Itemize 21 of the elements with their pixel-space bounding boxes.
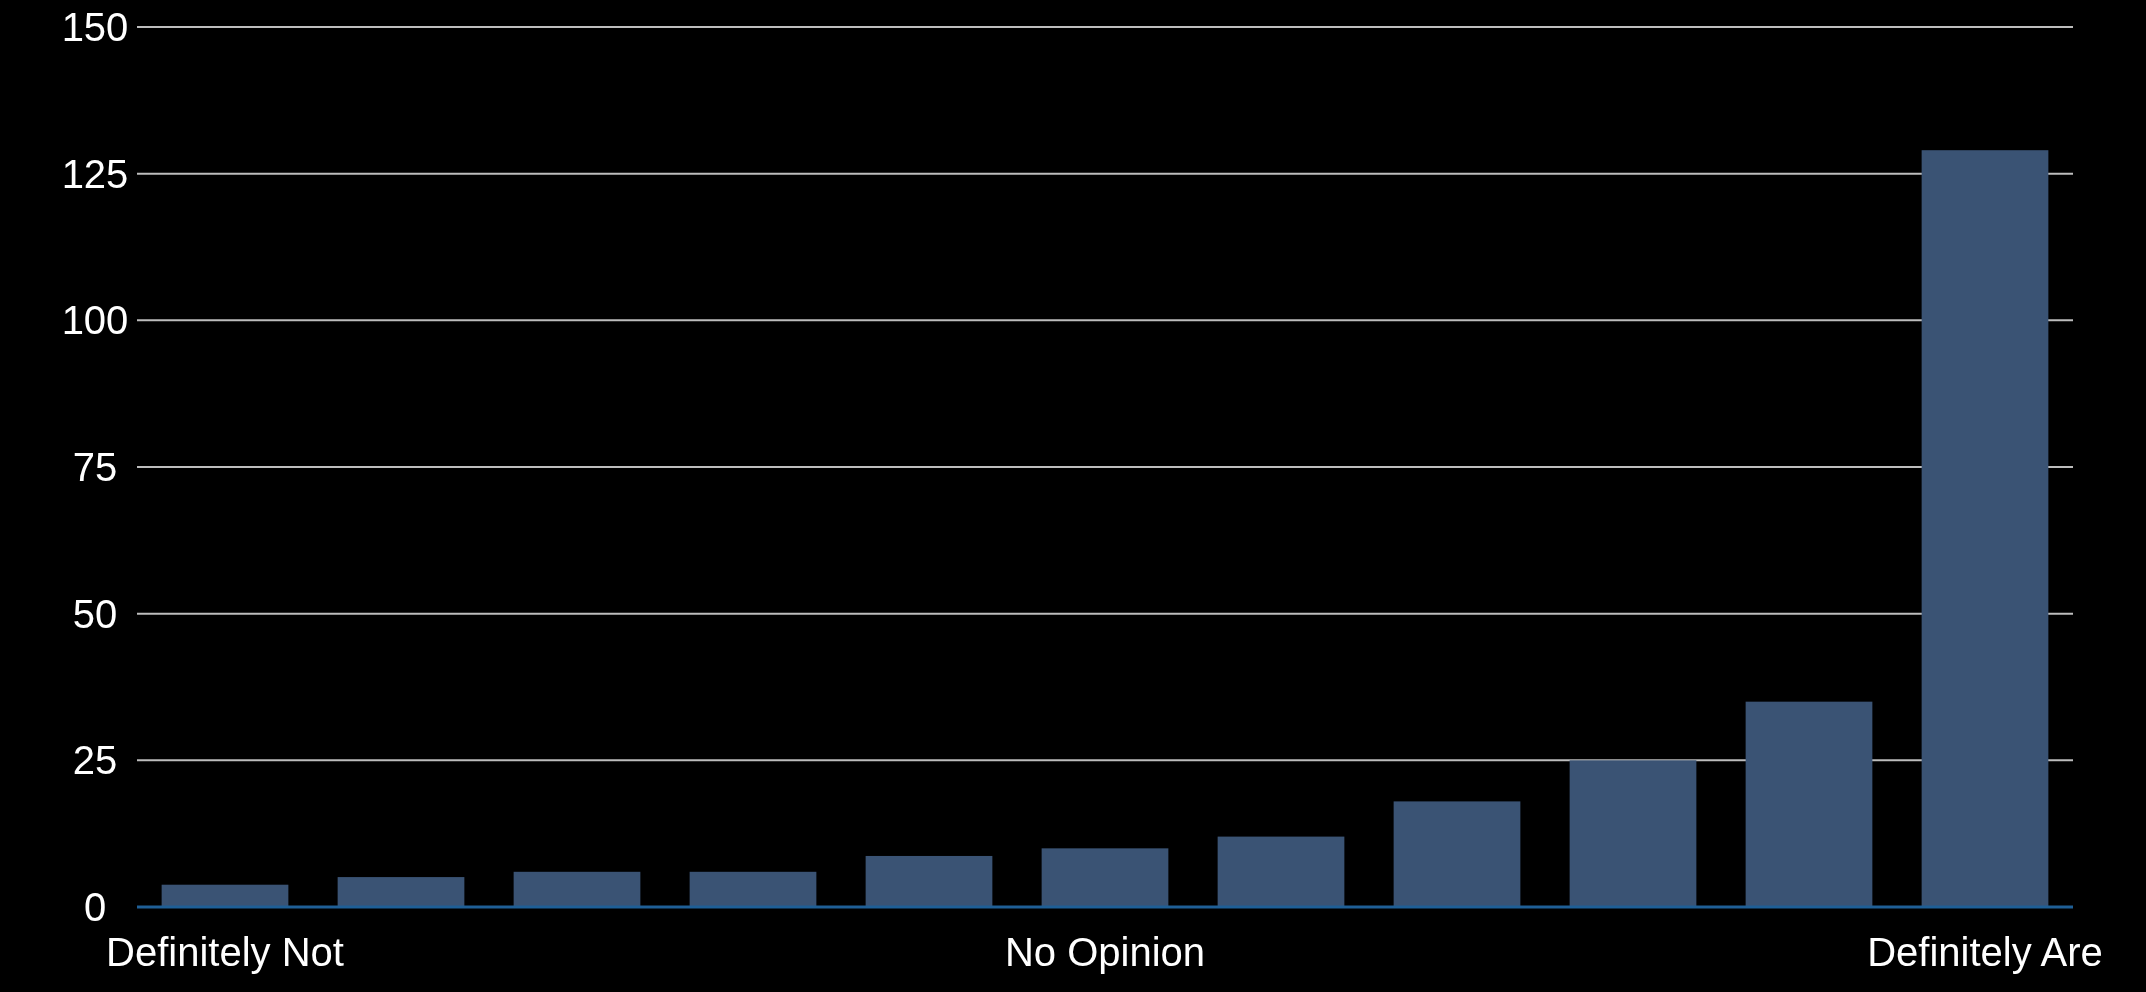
x-tick-label: Definitely Are	[1867, 930, 2103, 974]
y-tick-label: 25	[72, 738, 118, 783]
x-tick-label: No Opinion	[1004, 930, 1206, 974]
bar	[865, 855, 993, 907]
x-tick-label: Definitely Not	[106, 930, 344, 974]
bar	[1745, 701, 1873, 907]
bar	[1921, 150, 2049, 907]
bar	[1393, 801, 1521, 907]
bar	[689, 871, 817, 907]
y-tick-label: 75	[72, 445, 118, 489]
bar	[1041, 848, 1169, 907]
y-tick-label: 0	[83, 885, 107, 929]
y-tick-label: 50	[72, 591, 118, 636]
bar	[161, 884, 289, 907]
bar	[1217, 836, 1345, 907]
y-tick-label: 125	[61, 151, 129, 196]
y-tick-label: 150	[61, 5, 129, 49]
bar	[1569, 760, 1697, 907]
bar	[513, 871, 641, 907]
bar	[337, 877, 465, 907]
y-tick-label: 100	[61, 298, 129, 343]
